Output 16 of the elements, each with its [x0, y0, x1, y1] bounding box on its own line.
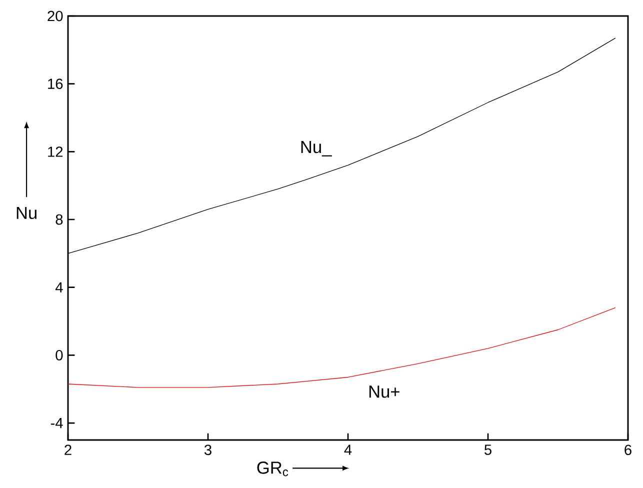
y-tick-label: 8: [56, 214, 63, 225]
y-tick-label: 12: [48, 146, 63, 157]
y-axis-title: Nu: [16, 206, 36, 220]
y-tick-label: -4: [50, 418, 63, 428]
y-tick-label: 0: [56, 350, 63, 360]
y-tick-label: 20: [48, 10, 63, 22]
x-tick-label: 5: [484, 444, 492, 455]
x-tick-label: 3: [204, 444, 212, 456]
x-tick-label: 4: [344, 444, 352, 455]
x-axis-title: GR$_{c}$: [257, 462, 288, 476]
x-tick-label: 6: [624, 444, 632, 456]
y-tick-label: 16: [48, 78, 63, 90]
y-tick-label: 4: [55, 282, 63, 292]
series-label: Nu+: [369, 386, 400, 398]
series-label: Nu_: [301, 141, 332, 156]
x-tick-label: 2: [64, 444, 72, 455]
